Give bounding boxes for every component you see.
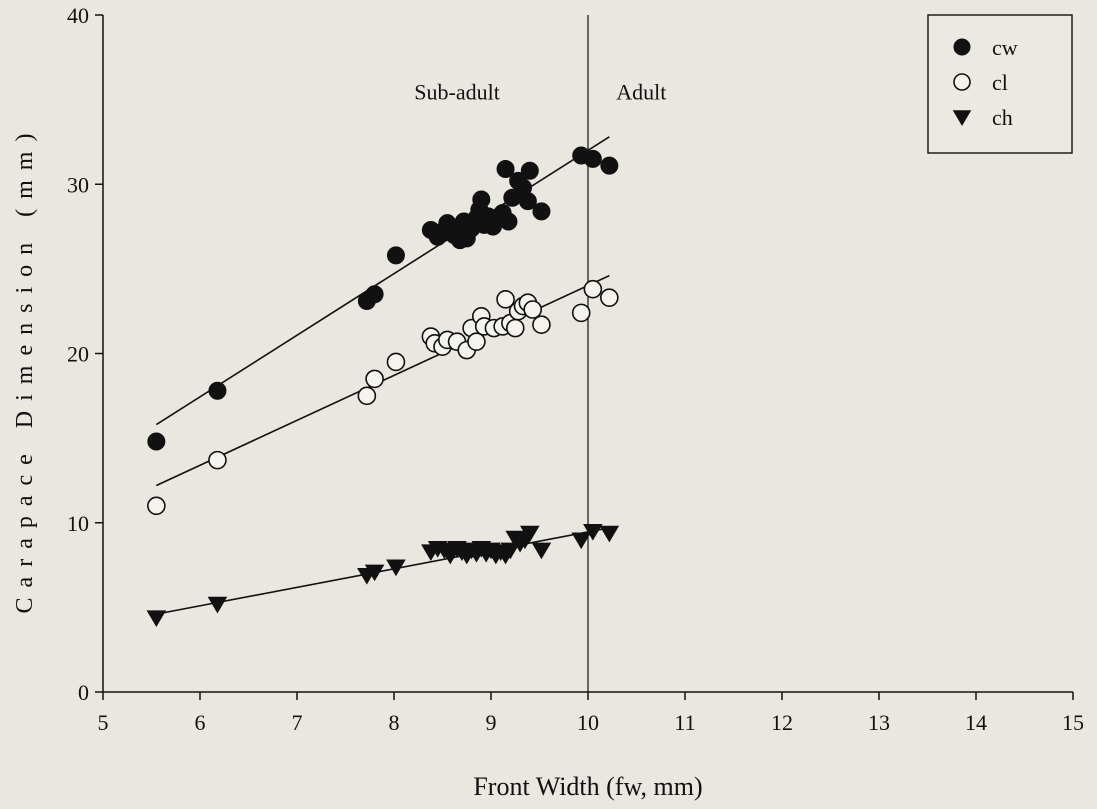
data-point-cl — [208, 450, 227, 470]
data-point-cl — [532, 315, 551, 335]
data-point-cw — [147, 432, 166, 451]
legend-label-cw: cw — [992, 35, 1018, 60]
legend-label-cl: cl — [992, 70, 1008, 95]
legend-marker-cl — [953, 73, 971, 91]
x-tick-label: 13 — [868, 710, 890, 735]
data-point-cl — [523, 300, 543, 319]
data-point-ch — [599, 525, 620, 543]
data-point-cw — [472, 190, 491, 209]
data-point-ch — [364, 564, 385, 582]
data-point-cl — [583, 279, 603, 299]
x-tick-label: 5 — [98, 710, 109, 735]
y-tick-label: 20 — [67, 342, 89, 367]
data-point-cl — [505, 318, 525, 338]
fit-line-cw — [155, 136, 610, 426]
data-point-cw — [583, 149, 602, 168]
x-tick-label: 10 — [577, 710, 599, 735]
data-point-cl — [467, 332, 486, 351]
data-point-ch — [583, 524, 603, 541]
data-point-cw — [520, 161, 539, 180]
legend-marker-ch — [952, 110, 972, 126]
data-point-cl — [147, 496, 166, 516]
x-tick-label: 6 — [195, 710, 206, 735]
x-tick-label: 15 — [1062, 710, 1084, 735]
data-point-cw — [532, 202, 551, 221]
data-point-ch — [207, 596, 228, 614]
y-tick-label: 0 — [78, 680, 89, 705]
data-point-cw — [386, 246, 405, 265]
data-point-cw — [600, 156, 619, 175]
data-point-cw — [365, 285, 384, 304]
data-point-ch — [500, 542, 521, 560]
data-point-cw — [496, 160, 515, 179]
legend: cw cl ch — [927, 14, 1073, 154]
axes: 5 6 7 8 9 10 11 12 13 14 15 0 10 20 30 40 Front Width (f… — [12, 3, 1084, 801]
legend-box — [927, 14, 1073, 154]
data-point-cl — [571, 303, 591, 323]
data-marks — [146, 136, 620, 627]
y-tick-label: 10 — [67, 511, 89, 536]
region-label-sub-adult: Sub-adult — [414, 80, 500, 105]
data-point-ch — [520, 525, 540, 543]
data-point-cw — [499, 212, 518, 231]
data-point-cl — [357, 386, 377, 406]
x-tick-label: 11 — [674, 710, 695, 735]
x-tick-label: 14 — [965, 710, 987, 735]
y-tick-label: 30 — [67, 172, 89, 197]
data-point-cl — [496, 290, 515, 309]
data-point-ch — [571, 532, 592, 550]
data-point-ch — [386, 559, 406, 577]
data-point-ch — [531, 542, 552, 560]
fit-line-ch — [156, 527, 610, 615]
data-point-cw — [208, 381, 227, 400]
legend-label-ch: ch — [992, 105, 1013, 130]
data-point-cl — [386, 352, 406, 372]
y-tick-label: 40 — [67, 3, 89, 28]
region-label-adult: Adult — [616, 80, 666, 105]
data-point-cl — [600, 288, 619, 307]
x-tick-label: 8 — [389, 710, 400, 735]
legend-marker-cw — [953, 38, 971, 56]
x-tick-label: 9 — [486, 710, 497, 735]
y-axis-title: Carapace Dimension (mm) — [12, 124, 38, 614]
data-point-ch — [146, 610, 167, 627]
x-tick-label: 7 — [292, 710, 303, 735]
data-point-cl — [365, 369, 384, 389]
data-point-cw — [518, 192, 537, 211]
x-axis-title: Front Width (fw, mm) — [473, 772, 702, 801]
x-tick-label: 12 — [771, 710, 793, 735]
